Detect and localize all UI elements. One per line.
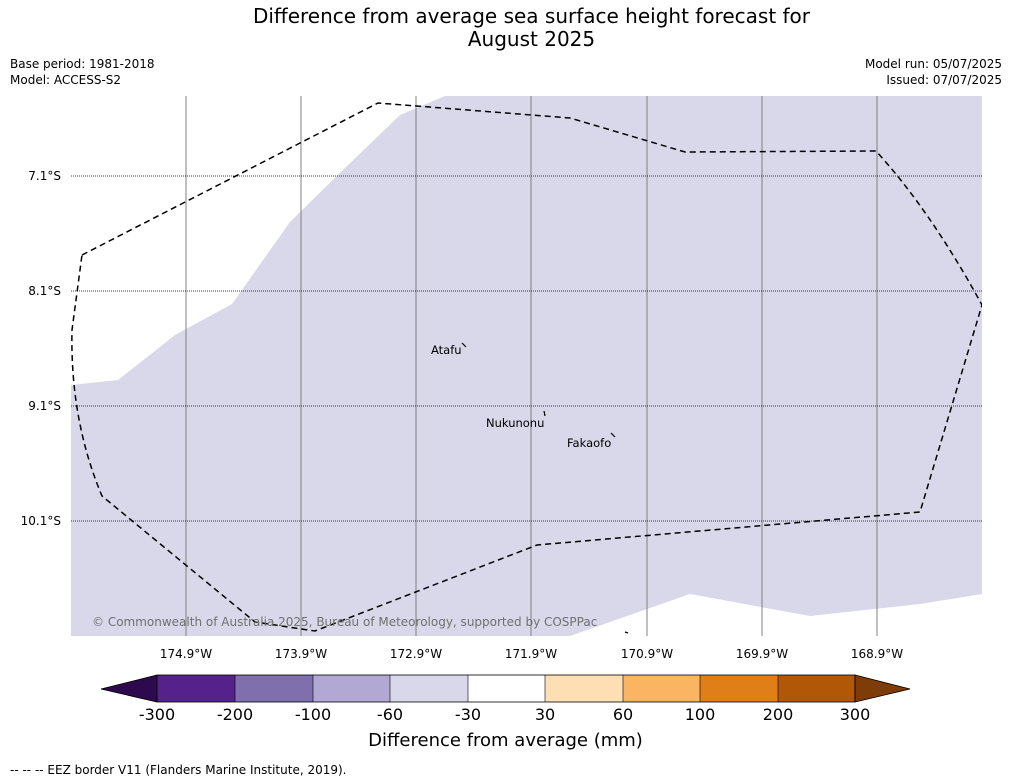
issued-date: Issued: 07/07/2025	[886, 73, 1002, 87]
colorbar-bin	[623, 675, 700, 702]
islet-icon	[624, 631, 629, 634]
colorbar-tick: -200	[216, 705, 254, 724]
model-run: Model run: 05/07/2025	[864, 57, 1002, 71]
fakaofo-atoll-icon	[610, 432, 616, 438]
colorbar-tick: 60	[612, 705, 634, 724]
colorbar-label: Difference from average (mm)	[368, 730, 643, 751]
colorbar-bin	[545, 675, 623, 702]
lon-label: 172.9°W	[389, 647, 443, 661]
footnote-legend: -- -- -- EEZ border V11 (Flanders Marine…	[10, 763, 347, 777]
lat-label: 10.1°S	[20, 514, 61, 528]
atafu-atoll-icon	[461, 342, 467, 348]
colorbar-bin	[157, 675, 235, 702]
colorbar-tick: -100	[294, 705, 332, 724]
title-line-1: Difference from average sea surface heig…	[252, 4, 811, 28]
colorbar-bin	[700, 675, 778, 702]
longitude-gridlines	[185, 96, 878, 636]
colorbar-bin	[778, 675, 855, 702]
anomaly-fill-region	[71, 96, 982, 636]
colorbar-bin	[468, 675, 545, 702]
lon-label: 168.9°W	[850, 647, 904, 661]
colorbar	[100, 674, 911, 703]
lat-label: 8.1°S	[28, 284, 61, 298]
colorbar-tick: 30	[534, 705, 556, 724]
title-line-2: August 2025	[467, 27, 596, 51]
colorbar-bin	[313, 675, 390, 702]
nukunonu-atoll-icon	[543, 410, 546, 417]
colorbar-tick: -30	[454, 705, 482, 724]
place-label-atafu: Atafu	[431, 343, 462, 357]
colorbar-bin	[390, 675, 468, 702]
lon-label: 174.9°W	[159, 647, 213, 661]
base-period: Base period: 1981-2018	[10, 57, 155, 71]
lon-label: 169.9°W	[735, 647, 789, 661]
colorbar-tick: -300	[138, 705, 176, 724]
model-name: Model: ACCESS-S2	[10, 73, 122, 87]
colorbar-tick: 200	[762, 705, 794, 724]
meta-right: Model run: 05/07/2025 Issued: 07/07/2025	[865, 56, 1002, 88]
atolls	[461, 342, 629, 634]
colorbar-extend-low	[100, 674, 158, 703]
lon-label: 173.9°W	[274, 647, 328, 661]
colorbar-tick: -60	[376, 705, 404, 724]
place-label-nukunonu: Nukunonu	[486, 416, 544, 430]
colorbar-tick: 100	[684, 705, 716, 724]
colorbar-tick: 300	[839, 705, 871, 724]
meta-left: Base period: 1981-2018 Model: ACCESS-S2	[10, 56, 155, 88]
lon-label: 171.9°W	[504, 647, 558, 661]
map-title: Difference from average sea surface heig…	[0, 5, 1011, 51]
colorbar-bin	[235, 675, 313, 702]
lon-label: 170.9°W	[620, 647, 674, 661]
colorbar-extend-high	[854, 674, 911, 703]
copyright-notice: © Commonwealth of Australia 2025, Bureau…	[92, 615, 597, 629]
lat-label: 7.1°S	[28, 169, 61, 183]
place-label-fakaofo: Fakaofo	[567, 436, 611, 450]
lat-label: 9.1°S	[28, 399, 61, 413]
